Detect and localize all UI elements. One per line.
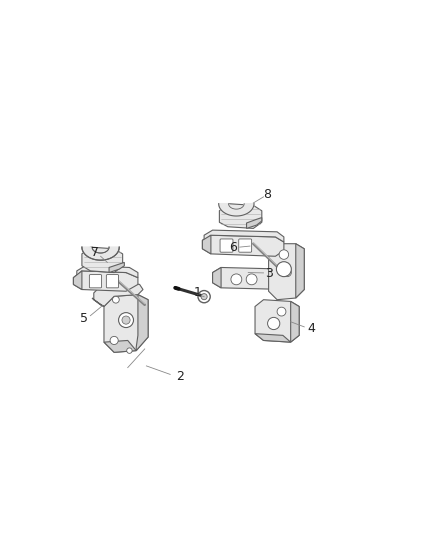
Polygon shape (104, 341, 136, 352)
FancyBboxPatch shape (89, 274, 102, 288)
Circle shape (110, 336, 118, 344)
Polygon shape (202, 235, 211, 254)
Polygon shape (77, 266, 138, 278)
Polygon shape (219, 204, 262, 229)
Polygon shape (268, 244, 304, 300)
Polygon shape (255, 300, 299, 342)
Circle shape (277, 307, 286, 316)
FancyBboxPatch shape (106, 274, 119, 288)
Circle shape (127, 348, 132, 353)
Circle shape (119, 313, 134, 328)
Circle shape (246, 274, 257, 285)
FancyBboxPatch shape (239, 239, 251, 252)
Polygon shape (219, 204, 254, 216)
Polygon shape (212, 268, 221, 288)
Polygon shape (82, 247, 119, 260)
Text: 4: 4 (307, 322, 315, 335)
Circle shape (231, 274, 242, 285)
Text: 6: 6 (229, 240, 237, 254)
Polygon shape (296, 244, 304, 298)
Text: 7: 7 (92, 246, 99, 260)
Circle shape (201, 294, 207, 300)
Circle shape (283, 269, 291, 277)
Polygon shape (212, 268, 296, 289)
Polygon shape (74, 271, 138, 291)
Polygon shape (74, 271, 82, 289)
Polygon shape (204, 230, 284, 242)
Text: 5: 5 (80, 312, 88, 325)
Polygon shape (247, 217, 262, 229)
Polygon shape (94, 282, 143, 306)
Polygon shape (136, 295, 148, 351)
Text: 3: 3 (265, 266, 272, 280)
Circle shape (122, 316, 130, 324)
Polygon shape (82, 247, 123, 272)
Text: 2: 2 (177, 369, 184, 383)
Polygon shape (92, 298, 104, 306)
Polygon shape (202, 235, 284, 256)
Circle shape (276, 262, 291, 277)
FancyBboxPatch shape (220, 239, 233, 252)
Polygon shape (255, 334, 291, 342)
Circle shape (279, 250, 289, 260)
Polygon shape (104, 295, 148, 352)
Circle shape (113, 296, 119, 303)
Text: 8: 8 (263, 188, 271, 201)
Polygon shape (291, 302, 299, 342)
Polygon shape (109, 262, 124, 272)
Text: 1: 1 (194, 286, 201, 300)
Circle shape (268, 317, 280, 329)
